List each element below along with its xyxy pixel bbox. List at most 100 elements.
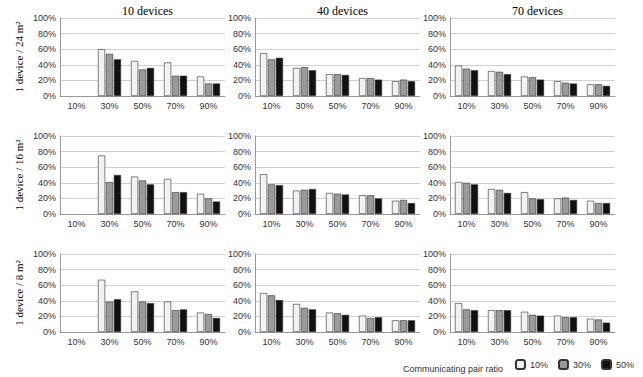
svg-text:40%: 40% — [233, 178, 251, 188]
svg-text:80%: 80% — [38, 29, 56, 39]
svg-text:50%: 50% — [616, 360, 634, 370]
svg-text:0%: 0% — [433, 209, 446, 219]
svg-text:10%: 10% — [457, 337, 475, 347]
svg-text:70%: 70% — [166, 101, 184, 111]
svg-text:100%: 100% — [423, 249, 446, 259]
svg-text:20%: 20% — [38, 193, 56, 203]
svg-text:80%: 80% — [428, 265, 446, 275]
svg-text:100%: 100% — [228, 249, 251, 259]
svg-text:70%: 70% — [556, 219, 574, 229]
svg-text:50%: 50% — [328, 337, 346, 347]
svg-text:30%: 30% — [100, 337, 118, 347]
svg-text:70%: 70% — [556, 101, 574, 111]
svg-text:20%: 20% — [233, 75, 251, 85]
svg-text:40%: 40% — [428, 178, 446, 188]
svg-text:80%: 80% — [233, 29, 251, 39]
svg-text:40 devices: 40 devices — [317, 4, 368, 18]
svg-text:60%: 60% — [428, 44, 446, 54]
svg-text:80%: 80% — [38, 265, 56, 275]
svg-text:0%: 0% — [43, 327, 56, 337]
svg-text:80%: 80% — [428, 29, 446, 39]
svg-text:90%: 90% — [199, 101, 217, 111]
svg-text:30%: 30% — [295, 337, 313, 347]
svg-text:50%: 50% — [133, 219, 151, 229]
svg-text:0%: 0% — [433, 327, 446, 337]
svg-text:30%: 30% — [573, 360, 591, 370]
svg-text:80%: 80% — [233, 147, 251, 157]
svg-text:30%: 30% — [295, 219, 313, 229]
svg-text:30%: 30% — [490, 219, 508, 229]
svg-text:10%: 10% — [262, 219, 280, 229]
svg-text:20%: 20% — [38, 75, 56, 85]
svg-text:20%: 20% — [233, 311, 251, 321]
svg-text:0%: 0% — [238, 327, 251, 337]
svg-text:30%: 30% — [490, 101, 508, 111]
svg-text:100%: 100% — [33, 249, 56, 259]
svg-text:50%: 50% — [133, 101, 151, 111]
svg-text:70%: 70% — [166, 337, 184, 347]
svg-text:0%: 0% — [43, 91, 56, 101]
svg-text:40%: 40% — [428, 60, 446, 70]
svg-text:70 devices: 70 devices — [512, 4, 563, 18]
svg-text:1 device / 16 m²: 1 device / 16 m² — [13, 139, 25, 211]
svg-text:70%: 70% — [556, 337, 574, 347]
svg-text:70%: 70% — [166, 219, 184, 229]
svg-text:90%: 90% — [589, 337, 607, 347]
svg-text:0%: 0% — [43, 209, 56, 219]
svg-text:10%: 10% — [67, 337, 85, 347]
svg-text:40%: 40% — [233, 60, 251, 70]
svg-text:30%: 30% — [100, 219, 118, 229]
svg-text:90%: 90% — [589, 219, 607, 229]
svg-text:20%: 20% — [233, 193, 251, 203]
svg-text:0%: 0% — [238, 91, 251, 101]
svg-text:50%: 50% — [523, 219, 541, 229]
svg-text:10%: 10% — [457, 219, 475, 229]
svg-text:10%: 10% — [457, 101, 475, 111]
svg-text:100%: 100% — [228, 131, 251, 141]
svg-text:10 devices: 10 devices — [122, 4, 173, 18]
svg-text:50%: 50% — [328, 101, 346, 111]
svg-text:80%: 80% — [428, 147, 446, 157]
svg-text:20%: 20% — [428, 311, 446, 321]
svg-text:90%: 90% — [394, 337, 412, 347]
svg-text:70%: 70% — [361, 101, 379, 111]
svg-text:30%: 30% — [490, 337, 508, 347]
svg-text:50%: 50% — [328, 219, 346, 229]
svg-text:1 device / 24 m²: 1 device / 24 m² — [13, 21, 25, 93]
svg-text:50%: 50% — [133, 337, 151, 347]
svg-text:0%: 0% — [433, 91, 446, 101]
svg-text:80%: 80% — [38, 147, 56, 157]
svg-text:60%: 60% — [38, 44, 56, 54]
svg-text:30%: 30% — [100, 101, 118, 111]
svg-text:40%: 40% — [428, 296, 446, 306]
svg-text:90%: 90% — [394, 101, 412, 111]
svg-text:100%: 100% — [33, 13, 56, 23]
svg-text:60%: 60% — [233, 280, 251, 290]
svg-text:80%: 80% — [233, 265, 251, 275]
svg-text:40%: 40% — [38, 60, 56, 70]
svg-text:90%: 90% — [199, 219, 217, 229]
svg-text:30%: 30% — [295, 101, 313, 111]
svg-text:60%: 60% — [428, 280, 446, 290]
svg-text:50%: 50% — [523, 337, 541, 347]
svg-text:60%: 60% — [38, 162, 56, 172]
svg-text:40%: 40% — [38, 178, 56, 188]
svg-text:70%: 70% — [361, 219, 379, 229]
svg-text:100%: 100% — [423, 13, 446, 23]
svg-text:90%: 90% — [394, 219, 412, 229]
svg-text:10%: 10% — [262, 101, 280, 111]
svg-text:10%: 10% — [530, 360, 548, 370]
svg-text:50%: 50% — [523, 101, 541, 111]
svg-text:90%: 90% — [589, 101, 607, 111]
svg-text:10%: 10% — [262, 337, 280, 347]
svg-text:1 device / 8 m²: 1 device / 8 m² — [13, 259, 25, 325]
svg-text:Communicating pair ratio: Communicating pair ratio — [403, 364, 503, 374]
svg-text:20%: 20% — [428, 75, 446, 85]
svg-text:10%: 10% — [67, 101, 85, 111]
svg-text:70%: 70% — [361, 337, 379, 347]
svg-text:40%: 40% — [233, 296, 251, 306]
svg-text:100%: 100% — [423, 131, 446, 141]
svg-text:0%: 0% — [238, 209, 251, 219]
svg-text:40%: 40% — [38, 296, 56, 306]
svg-text:60%: 60% — [233, 162, 251, 172]
